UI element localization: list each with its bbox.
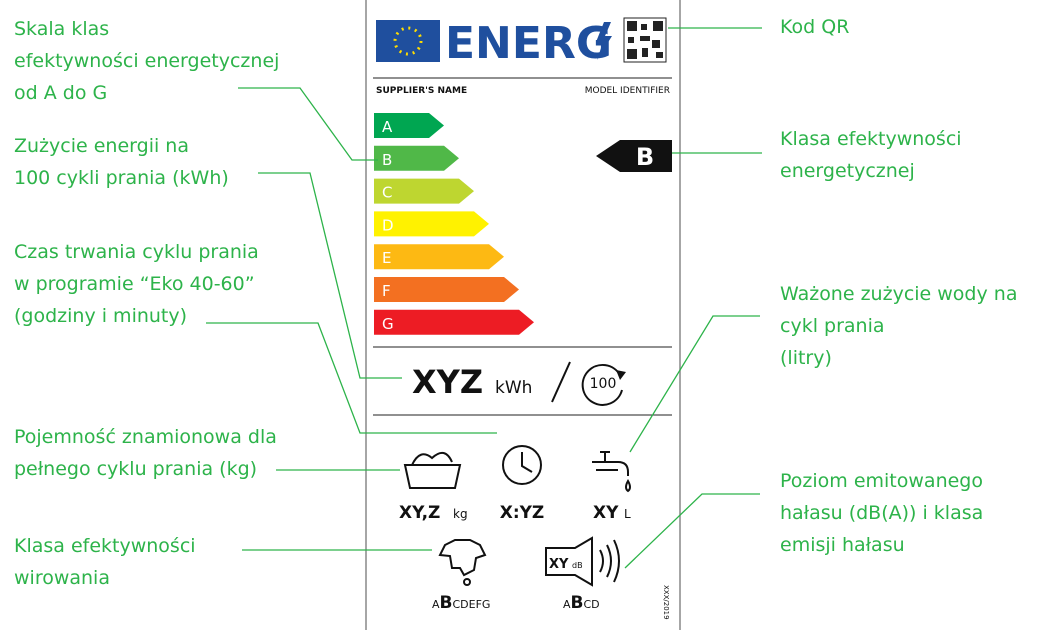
cycle-arrow: [616, 370, 626, 380]
class-bar: [374, 145, 459, 171]
callout-text: wirowania: [14, 567, 110, 589]
noise-classes: ABCD: [563, 593, 600, 613]
callout-text: 100 cykli prania (kWh): [14, 167, 229, 189]
sound-waves: [599, 539, 620, 583]
basket-icon: [403, 451, 462, 489]
class-bar: [374, 277, 519, 302]
class-letter: F: [382, 282, 391, 300]
connector: [238, 87, 378, 161]
noise-class-active: B: [571, 593, 584, 613]
supplier-name: SUPPLIER'S NAME: [376, 86, 467, 96]
eu-stars: [393, 26, 423, 56]
indicator-letter: B: [636, 143, 654, 171]
spin-class: CDEFG: [453, 598, 491, 611]
callout-text: pełnego cyklu prania (kg): [14, 458, 257, 480]
cycle-icon: [581, 363, 623, 406]
callout-text: efektywności energetycznej: [14, 50, 279, 72]
class-bar: [374, 178, 474, 204]
callout-text: Pojemność znamionowa dla: [14, 426, 277, 448]
water-value: XY: [593, 503, 619, 523]
class-bar: [374, 244, 504, 270]
callout-text: energetycznej: [780, 160, 915, 182]
capacity-unit: kg: [453, 507, 468, 521]
callout-text: w programie “Eko 40-60”: [14, 273, 255, 295]
qr-code: [623, 17, 667, 63]
speaker-icon: [545, 536, 593, 587]
callout-text: Czas trwania cyklu prania: [14, 241, 259, 263]
connector: [624, 493, 760, 569]
callout-text: Kod QR: [780, 16, 849, 38]
callout-text: (godziny i minuty): [14, 305, 187, 327]
noise-class: CD: [584, 598, 600, 611]
class-letter: G: [382, 315, 394, 333]
class-letter: C: [382, 184, 392, 202]
water-drop: [625, 478, 631, 493]
spin-class-active: B: [440, 593, 453, 613]
callout-text: cykl prania: [780, 315, 885, 337]
regulation: XXX/2019: [662, 585, 670, 620]
class-indicator: [596, 140, 672, 172]
eu-flag: [376, 20, 440, 62]
capacity-value: XY,Z: [399, 503, 440, 523]
connector: [258, 172, 402, 379]
lightning: [596, 22, 612, 60]
clock-icon: [502, 445, 542, 485]
clock-hands: [521, 452, 533, 473]
duration: X:YZ: [500, 503, 545, 523]
class-bar: [374, 211, 489, 237]
class-bar: [374, 309, 534, 335]
callout-text: od A do G: [14, 82, 107, 104]
callout-text: (litry): [780, 347, 832, 369]
drop-icon: [463, 578, 471, 586]
noise-class: A: [563, 598, 571, 611]
class-letter: E: [382, 249, 391, 267]
spin-classes: ABCDEFG: [432, 593, 490, 613]
water-unit: L: [624, 507, 631, 521]
noise-unit: dB: [572, 561, 583, 570]
connector: [206, 322, 497, 434]
model-identifier: MODEL IDENTIFIER: [585, 86, 670, 96]
callout-text: Skala klas: [14, 18, 109, 40]
callout-text: Klasa efektywności: [780, 128, 962, 150]
callout-text: Ważone zużycie wody na: [780, 283, 1017, 305]
energy-value: XYZ: [412, 363, 483, 401]
connector: [629, 315, 760, 453]
class-letter: B: [382, 151, 392, 169]
class-letter: A: [382, 118, 393, 136]
callout-text: hałasu (dB(A)) i klasa: [780, 502, 983, 524]
callout-text: Zużycie energii na: [14, 135, 189, 157]
callout-text: Poziom emitowanego: [780, 470, 983, 492]
class-letter: D: [382, 216, 394, 234]
energy-unit: kWh: [495, 378, 532, 398]
callout-text: Klasa efektywności: [14, 535, 196, 557]
slash: [551, 361, 571, 403]
cycles: 100: [590, 376, 617, 392]
spin-class: A: [432, 598, 440, 611]
callout-text: emisji hałasu: [780, 534, 905, 556]
tap-icon: [592, 451, 629, 476]
logo: ENERG: [445, 18, 612, 69]
class-bar: [374, 113, 444, 138]
shirt-icon: [438, 539, 487, 577]
noise-value: XY: [549, 557, 569, 572]
